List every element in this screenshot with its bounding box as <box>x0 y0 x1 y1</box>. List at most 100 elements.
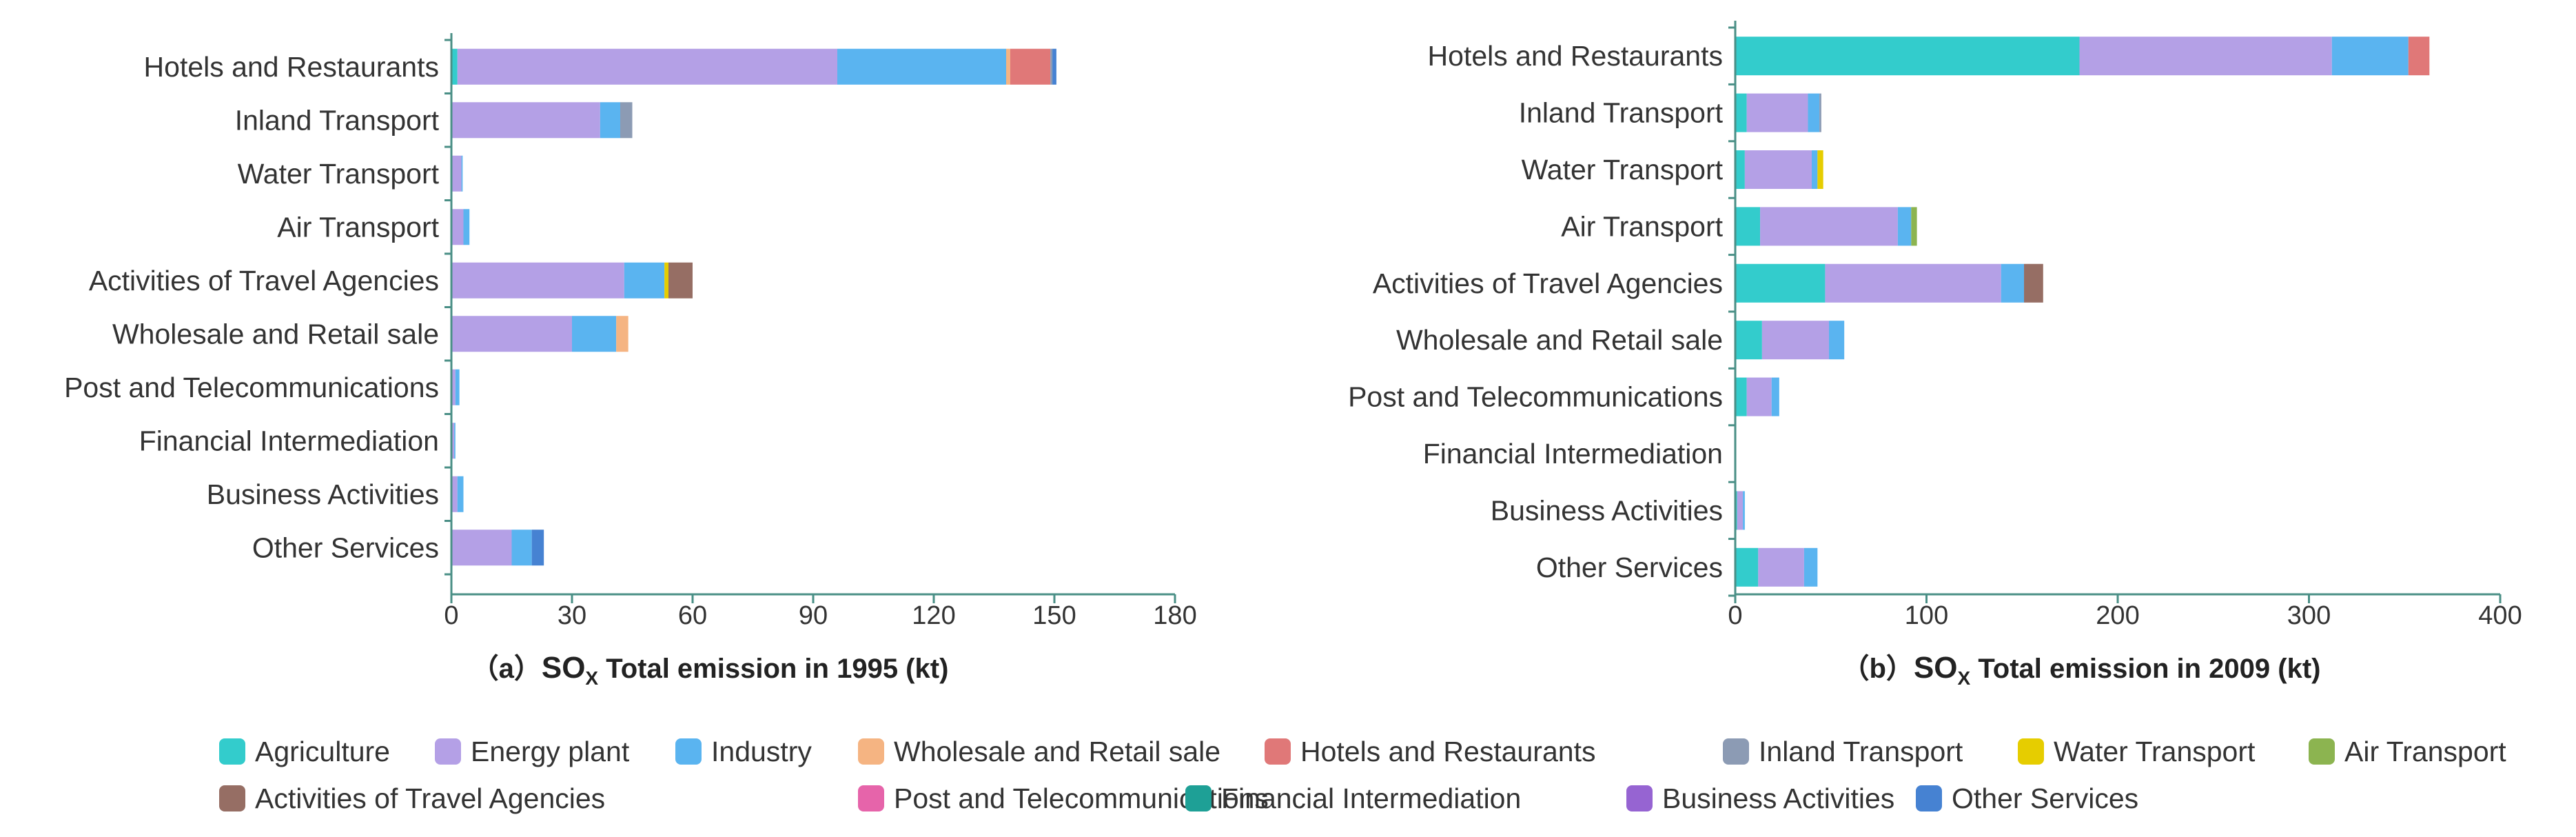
bar-segment-inland-transport-agriculture <box>1735 93 1747 132</box>
legend-swatch-hotels-and-restaurants <box>1265 738 1291 765</box>
chart-title-subscript: X <box>1958 667 1971 689</box>
bar-segment-activities-of-travel-agencies-activities-of-travel-agencies <box>668 262 693 299</box>
legend-swatch-water-transport <box>2018 738 2044 765</box>
category-label-hotels-and-restaurants: Hotels and Restaurants <box>1428 40 1723 72</box>
bar-segment-hotels-and-restaurants-energy-plant <box>457 48 837 85</box>
bar-segment-water-transport-energy-plant <box>1744 150 1812 189</box>
bar-segment-air-transport-energy-plant <box>451 209 464 245</box>
chart-title-rest: Total emission in 2009 (kt) <box>1970 654 2320 684</box>
legend-swatch-business-activities <box>1626 785 1653 811</box>
bar-segment-activities-of-travel-agencies-industry <box>624 262 665 299</box>
bar-segment-inland-transport-inland-transport <box>620 102 633 139</box>
legend-label-air-transport: Air Transport <box>2344 736 2506 767</box>
x-tick-label-400: 400 <box>2478 601 2522 630</box>
chart-title-b: （b）SOX Total emission in 2009 (kt) <box>1842 651 2321 689</box>
x-tick-label-150: 150 <box>1032 601 1076 630</box>
legend-label-inland-transport: Inland Transport <box>1759 736 1963 767</box>
chart-title-rest: Total emission in 1995 (kt) <box>598 654 948 684</box>
category-label-wholesale-and-retail-sale: Wholesale and Retail sale <box>1396 324 1723 356</box>
bar-segment-other-services-agriculture <box>1735 547 1759 587</box>
legend-swatch-activities-of-travel-agencies <box>219 785 245 811</box>
chart-title-prefix: （b） <box>1842 654 1914 684</box>
chart-title-so: SO <box>1914 651 1958 685</box>
chart-a: Hotels and Restaurants Inland Transport Wa… <box>64 33 1197 689</box>
bar-segment-wholesale-and-retail-sale-industry <box>1828 321 1845 360</box>
legend-label-other-services: Other Services <box>1952 783 2138 814</box>
bar-segment-air-transport-energy-plant <box>1760 207 1898 246</box>
bar-segment-inland-transport-industry <box>1808 93 1820 132</box>
bar-segment-air-transport-industry <box>463 209 470 245</box>
legend-swatch-financial-intermediation <box>1185 785 1212 811</box>
bar-segment-other-services-industry <box>511 530 532 566</box>
bar-segment-activities-of-travel-agencies-water-transport <box>664 262 668 299</box>
category-label-wholesale-and-retail-sale: Wholesale and Retail sale <box>112 318 439 350</box>
legend-label-energy-plant: Energy plant <box>471 736 630 767</box>
legend-label-wholesale-and-retail-sale: Wholesale and Retail sale <box>894 736 1220 767</box>
legend: Agriculture Energy plant Industry Wholesale… <box>219 736 2506 814</box>
bar-segment-business-activities-industry <box>1743 491 1745 530</box>
category-label-activities-of-travel-agencies: Activities of Travel Agencies <box>1373 268 1723 299</box>
bar-segment-business-activities-energy-plant <box>451 476 458 512</box>
legend-swatch-agriculture <box>219 738 245 765</box>
category-label-post-and-telecommunications: Post and Telecommunications <box>64 372 439 403</box>
bar-segment-hotels-and-restaurants-hotels-and-restaurants <box>2408 37 2430 76</box>
bar-segment-air-transport-agriculture <box>1735 207 1761 246</box>
chart-b: Hotels and Restaurants Inland Transport Wa… <box>1348 21 2522 689</box>
bar-segment-hotels-and-restaurants-industry <box>2331 37 2409 76</box>
category-label-water-transport: Water Transport <box>1522 154 1724 185</box>
x-tick-label-30: 30 <box>558 601 586 630</box>
x-tick-label-200: 200 <box>2096 601 2139 630</box>
bar-segment-financial-intermediation-industry <box>454 423 456 459</box>
bar-segment-business-activities-industry <box>457 476 464 512</box>
category-label-activities-of-travel-agencies: Activities of Travel Agencies <box>89 265 439 296</box>
legend-label-agriculture: Agriculture <box>255 736 390 767</box>
bar-segment-hotels-and-restaurants-other-services <box>1052 48 1056 85</box>
bar-segment-post-and-telecommunications-industry <box>455 369 460 405</box>
legend-swatch-energy-plant <box>435 738 461 765</box>
x-tick-label-300: 300 <box>2287 601 2331 630</box>
bar-segment-activities-of-travel-agencies-industry <box>2001 263 2025 303</box>
x-tick-label-0: 0 <box>1728 601 1742 630</box>
chart-title-prefix: （a） <box>471 654 542 684</box>
chart-title-a: （a）SOX Total emission in 1995 (kt) <box>471 651 949 689</box>
x-tick-label-100: 100 <box>1905 601 1948 630</box>
bar-segment-hotels-and-restaurants-inland-transport <box>1050 48 1053 85</box>
legend-swatch-air-transport <box>2309 738 2335 765</box>
bar-segment-activities-of-travel-agencies-activities-of-travel-agencies <box>2024 263 2043 303</box>
chart-title-so: SO <box>542 651 586 685</box>
bar-segment-financial-intermediation-energy-plant <box>451 423 455 459</box>
bar-segment-hotels-and-restaurants-hotels-and-restaurants <box>1010 48 1051 85</box>
category-label-other-services: Other Services <box>1536 552 1723 583</box>
legend-label-post-and-telecommunications: Post and Telecommunications <box>894 783 1269 814</box>
legend-label-water-transport: Water Transport <box>2054 736 2256 767</box>
bar-segment-inland-transport-industry <box>600 102 620 139</box>
x-tick-label-120: 120 <box>912 601 955 630</box>
bar-segment-other-services-other-services <box>531 530 544 566</box>
category-label-air-transport: Air Transport <box>1561 210 1723 242</box>
bar-segment-hotels-and-restaurants-wholesale-and-retail-sale <box>1006 48 1010 85</box>
bar-segment-post-and-telecommunications-energy-plant <box>1746 377 1772 416</box>
bar-segment-wholesale-and-retail-sale-energy-plant <box>1761 321 1829 360</box>
legend-label-activities-of-travel-agencies: Activities of Travel Agencies <box>255 783 605 814</box>
category-label-hotels-and-restaurants: Hotels and Restaurants <box>144 51 439 83</box>
category-label-business-activities: Business Activities <box>207 478 439 510</box>
legend-swatch-industry <box>675 738 702 765</box>
category-label-business-activities: Business Activities <box>1491 494 1723 526</box>
bar-segment-water-transport-water-transport <box>1817 150 1823 189</box>
bar-segment-inland-transport-inland-transport <box>1819 93 1821 132</box>
category-label-post-and-telecommunications: Post and Telecommunications <box>1348 381 1723 413</box>
bar-segment-business-activities-energy-plant <box>1737 491 1744 530</box>
bar-segment-air-transport-industry <box>1897 207 1912 246</box>
bar-segment-hotels-and-restaurants-energy-plant <box>2079 37 2332 76</box>
legend-label-financial-intermediation: Financial Intermediation <box>1221 783 1521 814</box>
x-tick-label-180: 180 <box>1153 601 1196 630</box>
x-tick-label-90: 90 <box>799 601 828 630</box>
bar-segment-hotels-and-restaurants-agriculture <box>1735 37 2080 76</box>
bar-segment-post-and-telecommunications-industry <box>1771 377 1779 416</box>
bar-segment-water-transport-agriculture <box>1735 150 1745 189</box>
legend-swatch-post-and-telecommunications <box>858 785 884 811</box>
category-label-water-transport: Water Transport <box>238 158 440 190</box>
legend-label-business-activities: Business Activities <box>1662 783 1894 814</box>
bar-segment-wholesale-and-retail-sale-energy-plant <box>451 316 572 352</box>
